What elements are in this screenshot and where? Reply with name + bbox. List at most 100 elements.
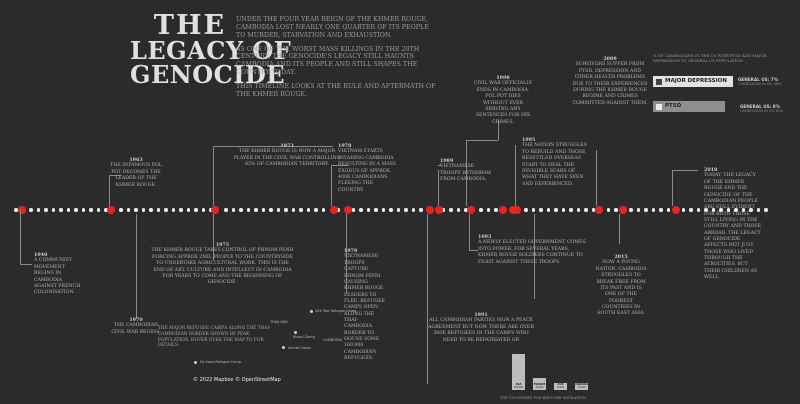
ptsd-cambodian: CAMBODIANS IN US: 51%: [740, 109, 784, 113]
event-text: VIETNAMESE TROOPS WITHDRAW FROM CAMBODIA…: [440, 164, 492, 183]
connector-line: [672, 170, 673, 206]
migration-bar-value-label: 15,000: [578, 386, 586, 389]
timeline-dot: [719, 208, 723, 212]
event-text: TODAY, THE LEGACY OF THE KHMER ROUGE AND…: [704, 173, 762, 280]
event-text: THE CAMBODIAN CIVIL WAR BEGINS.: [111, 323, 161, 335]
event-1998: 1998 CIVIL WAR OFFICIALLY ENDS IN CAMBOD…: [473, 75, 533, 126]
timeline-dot: [201, 208, 206, 212]
event-text: VIETNAM STARTS INVADING CAMBODIA RESULTI…: [338, 149, 397, 193]
timeline-dot: [681, 208, 686, 212]
event-text: ALL CAMBODIAN PARTIES SIGN A PEACE AGREE…: [428, 318, 534, 343]
migration-bar[interactable]: [533, 378, 546, 390]
timeline-dot: [351, 208, 356, 212]
migration-bar-category: USA: [516, 382, 522, 386]
timeline-dot: [441, 208, 446, 212]
migration-bar-chart: USA150,000FRANCE50,000AUS15,000CANADA15,…: [512, 354, 588, 390]
timeline-dot: [389, 208, 393, 212]
camp-marker[interactable]: [310, 310, 313, 313]
event-year: 1963: [129, 157, 143, 163]
timeline-dot: [456, 208, 461, 212]
timeline-event-marker[interactable]: [619, 206, 627, 214]
depression-bar[interactable]: MAJOR DEPRESSION: [653, 76, 733, 87]
migration-bar[interactable]: [575, 383, 588, 390]
timeline-event-marker[interactable]: [595, 206, 603, 214]
timeline-dot: [749, 208, 753, 212]
timeline-dot: [524, 208, 528, 212]
camp-marker[interactable]: [282, 346, 285, 349]
timeline-event-marker[interactable]: [672, 206, 680, 214]
timeline-dot: [186, 208, 191, 212]
migration-bar[interactable]: [554, 383, 567, 390]
timeline-dot: [284, 208, 288, 212]
timeline-dot: [666, 208, 671, 212]
timeline-dot: [569, 208, 573, 212]
timeline-dot: [396, 208, 401, 212]
timeline-dot: [584, 208, 588, 212]
timeline-dot: [419, 208, 423, 212]
connector-line: [534, 214, 535, 299]
event-year: 2018: [704, 167, 718, 173]
timeline-event-marker[interactable]: [330, 206, 338, 214]
timeline-event-marker[interactable]: [499, 206, 507, 214]
timeline-event-marker[interactable]: [467, 206, 475, 214]
timeline-dot: [479, 208, 483, 212]
timeline-dot: [651, 208, 656, 212]
timeline-dot: [576, 208, 581, 212]
timeline-dot: [306, 208, 311, 212]
depression-cambodian: CAMBODIANS IN US: 46%: [738, 82, 782, 86]
title-line-1: THE: [153, 10, 227, 41]
event-1970: 1970 THE CAMBODIAN CIVIL WAR BEGINS.: [108, 317, 164, 336]
page-title: THE LEGACY OF GENOCIDE: [130, 10, 291, 87]
ptsd-label: PTSD: [665, 103, 682, 109]
timeline-dot: [539, 208, 543, 212]
timeline-dot: [711, 208, 716, 212]
timeline-dot: [449, 208, 453, 212]
connector-line: [109, 175, 121, 176]
connector-line: [346, 214, 347, 294]
event-1940: 1940 A COMMUNIST MOVEMENT BEGINS IN CAMB…: [34, 252, 84, 297]
camp-marker[interactable]: [194, 361, 197, 364]
migration-bar[interactable]: [512, 354, 525, 390]
map-label-camp: Khao-I-Dang: [293, 335, 315, 339]
camp-marker[interactable]: [294, 331, 297, 334]
timeline-event-marker[interactable]: [211, 206, 219, 214]
timeline-dot: [726, 208, 731, 212]
event-year: 2015: [614, 254, 628, 260]
timeline-dot: [546, 208, 551, 212]
timeline-event-marker[interactable]: [344, 206, 352, 214]
event-year: 1979: [344, 248, 358, 254]
connector-line: [20, 210, 21, 264]
timeline-event-marker[interactable]: [426, 206, 434, 214]
timeline-dot: [74, 208, 78, 212]
event-1975: 1975 THE KHMER ROUGE TAKES CONTROL OF PH…: [150, 242, 295, 287]
timeline-dot: [659, 208, 663, 212]
connector-line: [109, 175, 110, 207]
timeline-dot: [51, 208, 56, 212]
ptsd-bar[interactable]: PTSD: [653, 101, 725, 112]
timeline-dot: [374, 208, 378, 212]
timeline-event-marker[interactable]: [513, 206, 521, 214]
timeline-event-marker[interactable]: [18, 206, 26, 214]
timeline-event-marker[interactable]: [107, 206, 115, 214]
timeline-dot: [246, 208, 251, 212]
depression-general: GENERAL US: 7%: [738, 77, 778, 82]
timeline-event-marker[interactable]: [435, 206, 443, 214]
timeline-dot: [591, 208, 596, 212]
connector-line: [469, 214, 470, 250]
timeline-dot: [231, 208, 236, 212]
timeline-dot: [741, 208, 746, 212]
timeline-dot: [126, 208, 131, 212]
timeline-dot: [644, 208, 648, 212]
map-attribution[interactable]: © 2022 Mapbox © OpenStreetMap: [193, 377, 281, 383]
connector-line: [515, 145, 516, 206]
timeline-dot: [171, 208, 176, 212]
event-2015: 2015 NOW A YOUNG NATION, CAMBODIA STRUGG…: [594, 254, 648, 318]
ptsd-stat: GENERAL US: 8% CAMBODIANS IN US: 51%: [740, 104, 783, 113]
event-2018: 2018 TODAY, THE LEGACY OF THE KHMER ROUG…: [704, 167, 762, 281]
map-label-cambodia: CAMBODIA: [323, 338, 343, 342]
event-1973: 1973 THE KHMER ROUGE IS NOW A MAJOR PLAY…: [232, 143, 342, 169]
refugee-camps-map[interactable]: THE MAJOR REFUGEE CAMPS ALONG THE THAI-C…: [158, 300, 358, 390]
event-1978: 1978 VIETNAM STARTS INVADING CAMBODIA RE…: [338, 143, 398, 194]
timeline-dot: [89, 208, 93, 212]
timeline-dot: [734, 208, 738, 212]
